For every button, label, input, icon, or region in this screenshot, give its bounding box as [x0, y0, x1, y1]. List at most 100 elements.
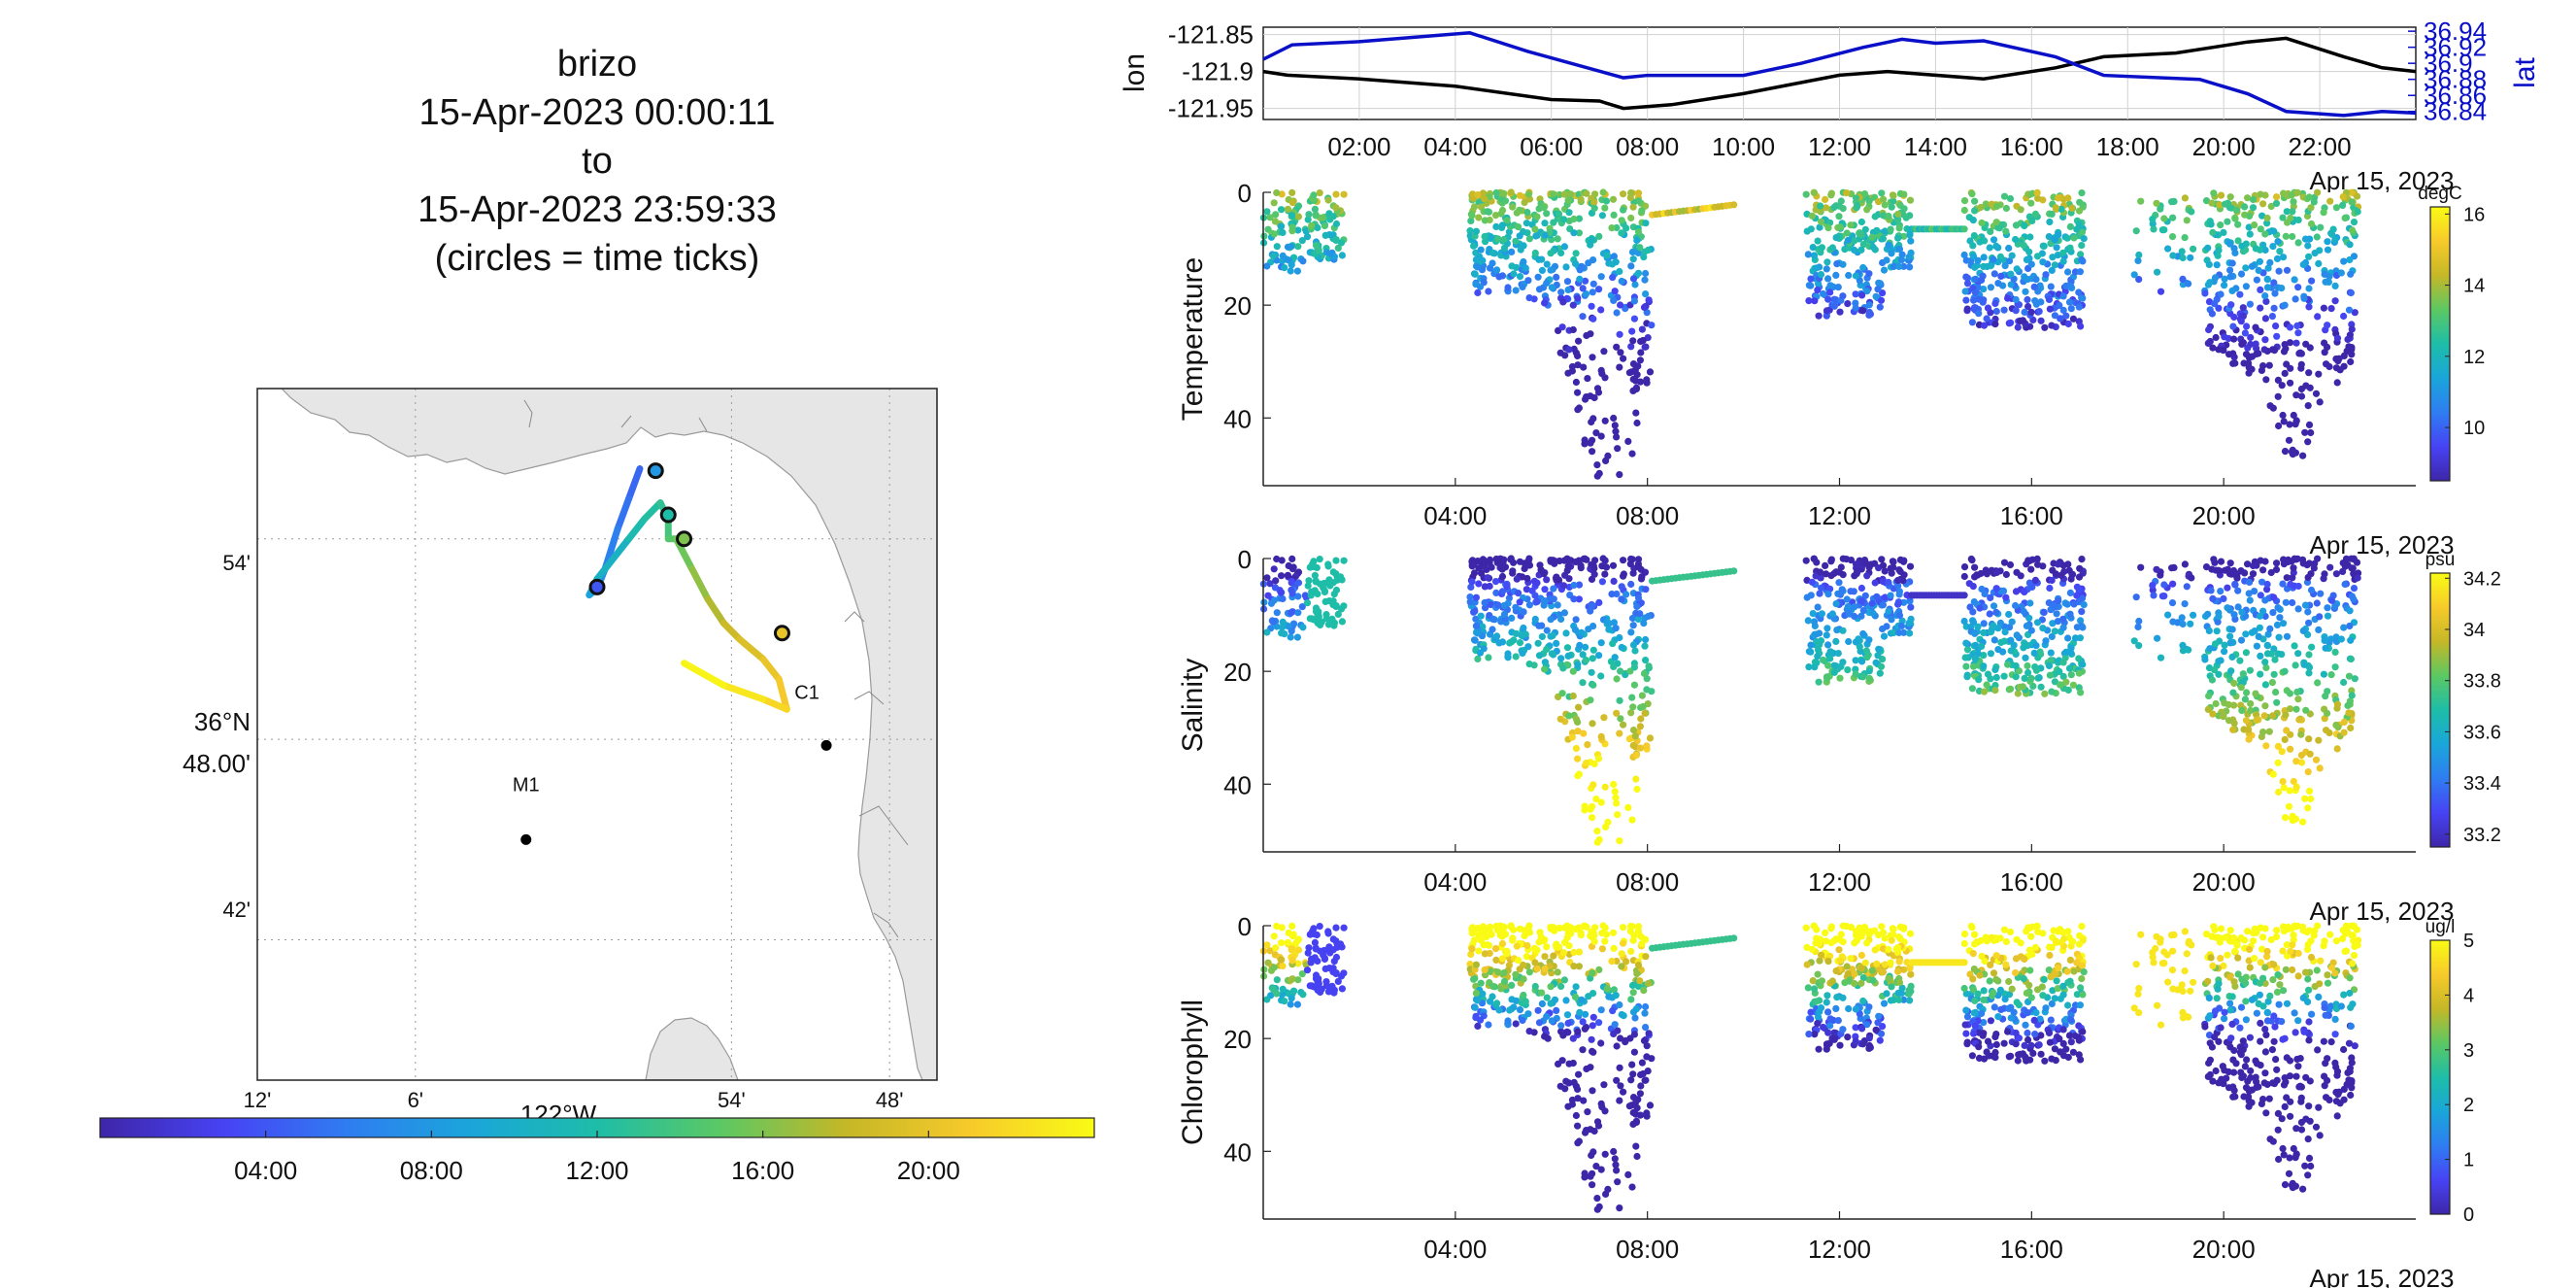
temperature-data-point	[1610, 211, 1618, 219]
temperature-data-point	[1574, 294, 1582, 302]
salinity-data-point	[1466, 593, 1474, 601]
temperature-data-point	[1582, 277, 1589, 285]
salinity-data-point	[1273, 555, 1281, 563]
temperature-data-point	[1628, 327, 1636, 335]
temperature-data-point	[1543, 279, 1551, 288]
temperature-data-point	[1602, 197, 1611, 205]
salinity-data-point	[1817, 568, 1824, 576]
temperature-data-point	[1616, 267, 1623, 276]
temperature-x-tick-label: 20:00	[2192, 501, 2256, 530]
temperature-data-point	[1898, 251, 1906, 258]
chlorophyll-data-point	[1613, 1167, 1621, 1174]
temperature-data-point	[2012, 221, 2021, 229]
chlorophyll-data-point	[2002, 961, 2010, 968]
temperature-data-point	[2007, 319, 2015, 326]
salinity-data-point	[2012, 673, 2020, 681]
chlorophyll-data-point	[1493, 1000, 1501, 1007]
chlorophyll-data-point	[1980, 996, 1988, 1003]
salinity-data-point	[1638, 692, 1646, 699]
temperature-data-point	[2026, 233, 2034, 241]
salinity-data-point	[2028, 583, 2036, 592]
temperature-data-point	[1824, 295, 1832, 303]
salinity-data-point	[2160, 593, 2168, 600]
salinity-data-point	[1907, 603, 1915, 611]
temperature-data-point	[1334, 244, 1342, 252]
temperature-data-point	[1590, 204, 1598, 212]
salinity-data-point	[2059, 672, 2067, 681]
temperature-data-point	[1823, 258, 1831, 266]
temperature-data-point	[2230, 354, 2238, 361]
temperature-data-point	[2079, 257, 2087, 265]
chlorophyll-data-point	[1294, 946, 1303, 954]
salinity-data-point	[2295, 716, 2303, 724]
salinity-data-point	[2274, 604, 2282, 612]
temperature-data-point	[1560, 190, 1568, 198]
salinity-data-point	[1590, 760, 1598, 768]
temperature-y-tick-label: 40	[1223, 404, 1252, 433]
salinity-y-tick-label: 40	[1223, 770, 1252, 799]
temperature-data-point	[1569, 325, 1577, 334]
salinity-data-point	[1270, 565, 1278, 573]
salinity-data-point	[1520, 608, 1527, 616]
salinity-data-point	[2170, 563, 2178, 572]
temperature-data-point	[2244, 194, 2252, 202]
temperature-data-point	[2293, 188, 2301, 196]
temperature-data-point	[1521, 198, 1528, 207]
temperature-data-point	[1534, 273, 1542, 281]
temperature-data-point	[2239, 304, 2247, 312]
salinity-data-point	[2266, 625, 2274, 633]
chlorophyll-data-point	[1624, 1170, 1632, 1178]
temperature-data-point	[1960, 251, 1968, 259]
lon-axis-label: lon	[1119, 53, 1151, 92]
chlorophyll-data-point	[1880, 945, 1888, 953]
salinity-data-point	[1626, 560, 1634, 568]
temperature-data-point	[1972, 275, 1980, 283]
salinity-data-point	[1590, 564, 1598, 572]
salinity-data-point	[2213, 627, 2221, 635]
temperature-data-point	[2025, 248, 2033, 255]
salinity-data-point	[1888, 616, 1895, 624]
salinity-data-point	[1579, 679, 1587, 687]
chlorophyll-data-point	[1610, 1030, 1618, 1037]
chlorophyll-data-point	[2130, 1004, 2138, 1012]
salinity-colorbar-tick-label: 33.6	[2463, 722, 2501, 743]
temperature-data-point	[1975, 310, 1983, 318]
temperature-data-point	[2280, 418, 2288, 425]
temperature-data-point	[2275, 267, 2283, 275]
salinity-data-point	[2344, 701, 2352, 710]
chlorophyll-data-point	[1626, 928, 1634, 935]
chlorophyll-data-point	[1559, 1032, 1567, 1039]
temperature-data-point	[1826, 282, 1834, 289]
temperature-data-point	[1894, 210, 1902, 219]
temperature-data-point	[2135, 276, 2143, 284]
salinity-data-point	[2279, 620, 2288, 627]
salinity-data-point	[1263, 574, 1271, 582]
chlorophyll-data-point	[1969, 986, 1978, 994]
chlorophyll-data-point	[1575, 963, 1583, 970]
salinity-data-point	[2347, 655, 2355, 663]
salinity-data-point	[2244, 560, 2252, 568]
temperature-data-point	[2282, 345, 2290, 353]
temperature-data-point	[1803, 227, 1811, 235]
salinity-data-point	[1851, 612, 1858, 621]
temperature-data-point	[2286, 421, 2293, 428]
coastline-land	[257, 389, 937, 1080]
salinity-data-point	[1984, 670, 1992, 678]
temperature-data-point	[1618, 229, 1625, 237]
salinity-data-point	[2037, 683, 2045, 691]
chlorophyll-data-point	[1559, 949, 1568, 957]
chlorophyll-data-point	[1986, 977, 1993, 985]
chlorophyll-data-point	[1484, 941, 1491, 949]
temperature-data-point	[1629, 203, 1637, 211]
salinity-data-point	[2273, 698, 2281, 706]
temperature-data-point	[2225, 351, 2233, 358]
salinity-data-point	[2178, 614, 2186, 622]
salinity-data-point	[2340, 678, 2348, 687]
temperature-data-point	[2215, 247, 2223, 254]
salinity-data-point	[2226, 632, 2234, 640]
salinity-data-point	[2320, 670, 2327, 678]
salinity-data-point	[2247, 706, 2255, 715]
temperature-data-point	[1470, 203, 1479, 211]
temperature-data-point	[1630, 315, 1638, 322]
